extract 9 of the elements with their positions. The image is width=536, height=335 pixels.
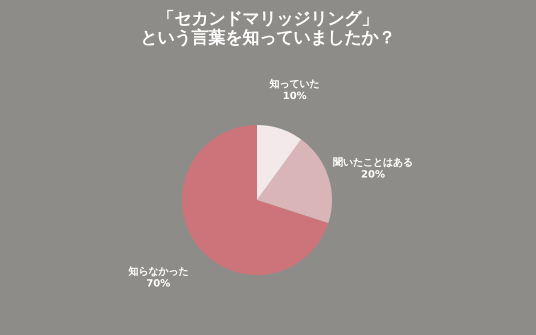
pie-slice [257, 139, 332, 224]
slice-label: 知らなかった [127, 266, 188, 278]
data-label: 70% [146, 278, 170, 290]
data-label: 10% [282, 90, 307, 102]
chart-title: 「セカンドマリッジリング」という言葉を知っていましたか？ [140, 9, 396, 48]
pie-slice [257, 125, 302, 200]
slice-label: 聞いたことはある [333, 156, 414, 168]
slice-label: 知っていた [268, 78, 320, 90]
data-label: 20% [361, 169, 385, 180]
